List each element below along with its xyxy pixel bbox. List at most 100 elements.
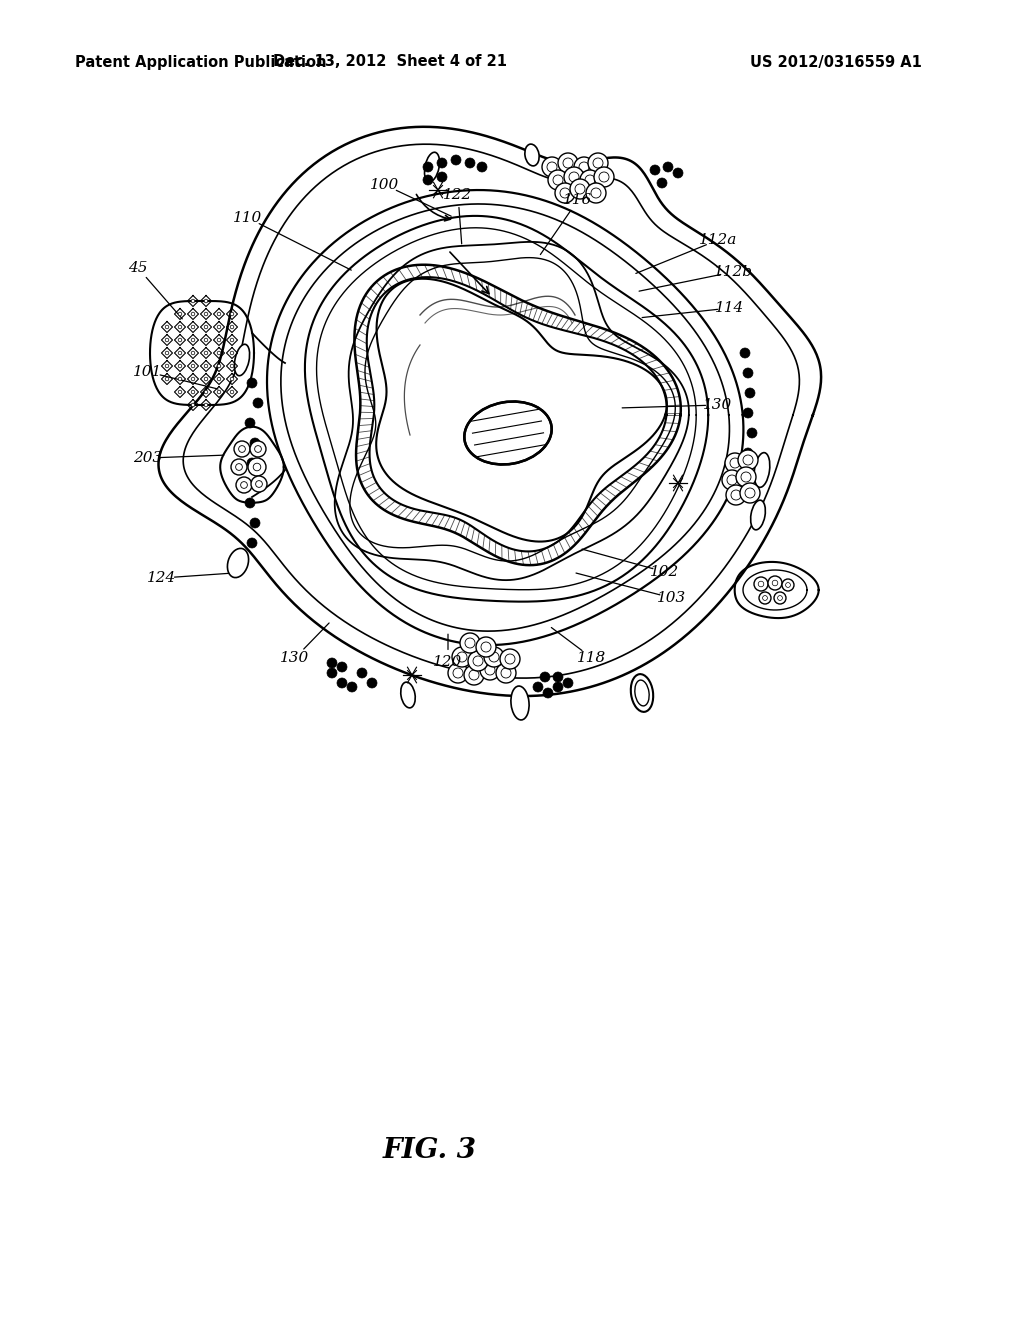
- Circle shape: [357, 668, 367, 678]
- Circle shape: [586, 183, 606, 203]
- Text: 100: 100: [371, 178, 399, 191]
- Circle shape: [465, 158, 475, 168]
- Circle shape: [738, 450, 758, 470]
- Circle shape: [534, 682, 543, 692]
- Circle shape: [759, 591, 771, 605]
- Ellipse shape: [525, 144, 540, 166]
- Text: 112b: 112b: [714, 265, 753, 279]
- Circle shape: [730, 458, 740, 469]
- Circle shape: [740, 483, 760, 503]
- Circle shape: [460, 634, 480, 653]
- Circle shape: [178, 338, 182, 342]
- Circle shape: [468, 651, 488, 671]
- Text: Dec. 13, 2012  Sheet 4 of 21: Dec. 13, 2012 Sheet 4 of 21: [273, 54, 507, 70]
- Circle shape: [743, 368, 753, 378]
- Circle shape: [230, 364, 233, 368]
- Text: 102: 102: [650, 565, 680, 579]
- Circle shape: [247, 378, 257, 388]
- Circle shape: [673, 168, 683, 178]
- Circle shape: [725, 453, 745, 473]
- Circle shape: [782, 579, 794, 591]
- Ellipse shape: [425, 152, 439, 182]
- Circle shape: [564, 168, 584, 187]
- Circle shape: [731, 490, 741, 500]
- Text: FIG. 3: FIG. 3: [383, 1137, 477, 1163]
- Ellipse shape: [464, 401, 552, 465]
- Circle shape: [505, 653, 515, 664]
- Circle shape: [204, 391, 208, 393]
- Circle shape: [768, 576, 782, 590]
- Circle shape: [165, 338, 169, 342]
- Circle shape: [337, 663, 347, 672]
- Circle shape: [746, 428, 757, 438]
- Circle shape: [191, 378, 195, 380]
- Circle shape: [245, 418, 255, 428]
- Circle shape: [165, 364, 169, 368]
- Circle shape: [563, 158, 573, 168]
- Circle shape: [217, 313, 221, 315]
- Circle shape: [476, 638, 496, 657]
- Circle shape: [250, 441, 266, 457]
- Circle shape: [547, 162, 557, 172]
- Circle shape: [777, 595, 782, 601]
- Circle shape: [774, 591, 786, 605]
- Circle shape: [230, 313, 233, 315]
- Text: 110: 110: [233, 211, 262, 224]
- Circle shape: [236, 477, 252, 492]
- Circle shape: [231, 459, 247, 475]
- Circle shape: [574, 157, 594, 177]
- Circle shape: [553, 672, 563, 682]
- Text: 130: 130: [281, 651, 309, 665]
- Circle shape: [743, 408, 753, 418]
- Circle shape: [234, 441, 250, 457]
- Circle shape: [204, 338, 208, 342]
- Circle shape: [423, 162, 433, 172]
- Circle shape: [204, 364, 208, 368]
- Circle shape: [663, 162, 673, 172]
- Circle shape: [500, 649, 520, 669]
- Circle shape: [763, 595, 767, 601]
- Circle shape: [741, 473, 751, 482]
- Text: 103: 103: [657, 591, 687, 605]
- Circle shape: [204, 403, 208, 407]
- Circle shape: [253, 463, 261, 471]
- Circle shape: [191, 325, 195, 329]
- Circle shape: [165, 378, 169, 380]
- Circle shape: [465, 638, 475, 648]
- Circle shape: [250, 517, 260, 528]
- Circle shape: [367, 678, 377, 688]
- Circle shape: [650, 165, 660, 176]
- Ellipse shape: [635, 680, 649, 706]
- Circle shape: [740, 348, 750, 358]
- Text: US 2012/0316559 A1: US 2012/0316559 A1: [750, 54, 922, 70]
- Circle shape: [477, 162, 487, 172]
- Circle shape: [230, 325, 233, 329]
- Circle shape: [480, 660, 500, 680]
- Circle shape: [255, 446, 261, 453]
- Circle shape: [563, 678, 573, 688]
- Circle shape: [204, 378, 208, 380]
- Circle shape: [727, 475, 737, 484]
- Circle shape: [473, 656, 483, 667]
- Circle shape: [178, 325, 182, 329]
- Circle shape: [481, 642, 490, 652]
- Circle shape: [204, 325, 208, 329]
- Circle shape: [569, 172, 579, 182]
- Circle shape: [543, 688, 553, 698]
- Text: 116: 116: [563, 193, 593, 207]
- Circle shape: [548, 170, 568, 190]
- Circle shape: [437, 172, 447, 182]
- Circle shape: [451, 154, 461, 165]
- Circle shape: [745, 388, 755, 399]
- Circle shape: [191, 338, 195, 342]
- Circle shape: [241, 482, 248, 488]
- Circle shape: [204, 313, 208, 315]
- Circle shape: [496, 663, 516, 682]
- Ellipse shape: [751, 500, 765, 529]
- Circle shape: [722, 470, 742, 490]
- Circle shape: [347, 682, 357, 692]
- Circle shape: [245, 498, 255, 508]
- Circle shape: [165, 351, 169, 355]
- Circle shape: [657, 178, 667, 187]
- Circle shape: [165, 325, 169, 329]
